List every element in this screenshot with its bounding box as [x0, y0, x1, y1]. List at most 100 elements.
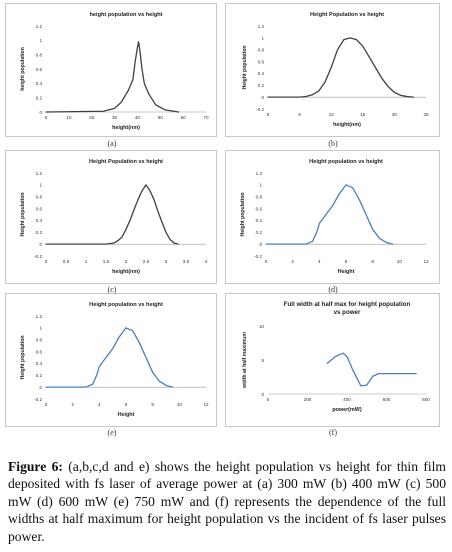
y-axis-label: height population [20, 47, 26, 91]
y-tick-label: 1 [39, 183, 42, 188]
x-tick-label: 2.5 [143, 259, 150, 264]
chart-panel-d: Height population vs height -0.2 0 0.2 0.4 0.… [225, 150, 440, 284]
y-tick-label: 0 [39, 110, 42, 115]
x-tick-label: 1.5 [103, 259, 110, 264]
panel-label-e: (e) [107, 428, 117, 437]
y-tick-label: 0.6 [36, 206, 43, 211]
x-axis-label: Height [338, 269, 355, 275]
x-tick-label: 6 [345, 259, 348, 264]
series-line [326, 352, 417, 387]
y-tick-label: 0 [261, 392, 264, 397]
panel-label-d: (d) [328, 285, 338, 294]
chart-title: Height population vs height [309, 159, 383, 165]
y-tick-label: -0.2 [254, 254, 262, 259]
y-tick-label: 1 [259, 183, 262, 188]
y-tick-label: 1.2 [36, 314, 43, 319]
y-tick-label: -0.2 [256, 107, 264, 112]
x-tick-label: 200 [304, 397, 312, 402]
y-tick-label: 0.4 [256, 218, 263, 223]
x-tick-label: 15 [360, 112, 366, 117]
y-tick-label: -0.2 [34, 397, 42, 402]
chart-panel-f: Full width at half max for height popula… [225, 293, 440, 427]
y-tick-label: 0.2 [36, 230, 43, 235]
x-tick-label: 10 [329, 112, 335, 117]
y-tick-label: 0.4 [36, 81, 43, 86]
x-tick-label: 10 [66, 115, 72, 120]
panel-label-c: (c) [107, 285, 117, 294]
y-tick-label: 0.6 [36, 67, 43, 72]
y-tick-label: 0.8 [258, 48, 265, 53]
chart-svg-b: Height Population vs height-0.200.20.40.… [242, 12, 429, 128]
x-tick-label: 12 [423, 259, 429, 264]
x-tick-label: 25 [423, 112, 429, 117]
caption-text: (a,b,c,d and e) shows the height populat… [8, 459, 446, 544]
chart-title: Full width at half max for height popula… [284, 301, 411, 308]
chart-panel-e: Height population vs height -0.2 0 0.2 0.4 0.… [5, 293, 217, 427]
y-axis-label: width at half maximum [242, 332, 248, 389]
x-tick-label: 0 [267, 397, 270, 402]
x-tick-label: 60 [181, 115, 187, 120]
chart-svg-f: Full width at half max for height popula… [242, 301, 430, 413]
y-tick-label: 10 [259, 324, 265, 329]
y-tick-label: 0.8 [36, 195, 43, 200]
y-tick-label: 0.8 [36, 338, 43, 343]
x-tick-label: 800 [422, 397, 430, 402]
y-tick-label: 1 [39, 38, 42, 43]
x-tick-label: 5 [298, 112, 301, 117]
chart-panel-a: height population vs height 0 0.2 0.4 0.6 0.8… [5, 3, 217, 137]
x-tick-label: 0.5 [63, 259, 70, 264]
y-tick-label: 1.2 [258, 24, 265, 29]
y-tick-label: 1 [261, 36, 264, 41]
panel-label-f: (f) [329, 428, 337, 437]
y-axis-label: Height population [240, 192, 246, 236]
x-tick-label: 400 [343, 397, 351, 402]
x-tick-label: 40 [135, 115, 141, 120]
y-tick-label: 0.8 [256, 195, 263, 200]
y-tick-label: 0.2 [36, 95, 43, 100]
y-tick-label: 1.2 [256, 171, 263, 176]
y-tick-label: 0 [261, 95, 264, 100]
y-axis-label: Height population [20, 335, 26, 379]
chart-svg-d: Height population vs height-0.200.20.40.… [240, 159, 429, 275]
y-tick-label: 0.2 [258, 83, 265, 88]
x-tick-label: 2 [291, 259, 294, 264]
x-axis-label: height(nm) [112, 125, 140, 131]
x-tick-label: 30 [112, 115, 118, 120]
y-axis-label: Height population [242, 45, 248, 89]
figure-caption: Figure 6: (a,b,c,d and e) shows the heig… [8, 458, 446, 545]
series-line [45, 184, 179, 245]
x-tick-label: 3.5 [183, 259, 190, 264]
x-tick-label: 20 [89, 115, 95, 120]
y-tick-label: 0.6 [36, 349, 43, 354]
x-tick-label: 50 [158, 115, 164, 120]
chart-title: Height Population vs height [310, 12, 384, 18]
x-tick-label: 6 [125, 402, 128, 407]
chart-title: vs power [334, 309, 361, 316]
chart-svg-a: height population vs height 0 0.2 0.4 0.6 0.8… [20, 12, 209, 131]
x-tick-label: 10 [177, 402, 183, 407]
x-tick-label: 8 [151, 402, 154, 407]
caption-label: Figure 6: [8, 459, 63, 474]
x-tick-label: 4 [205, 259, 208, 264]
x-tick-label: 0 [45, 259, 48, 264]
chart-title: Height Population vs height [89, 159, 163, 165]
x-tick-label: 600 [383, 397, 391, 402]
x-tick-label: 4 [98, 402, 101, 407]
y-tick-label: 0.8 [36, 52, 43, 57]
x-axis-label: height(nm) [333, 122, 361, 128]
chart-title: height population vs height [89, 12, 162, 18]
x-tick-label: 0 [265, 259, 268, 264]
y-axis-label: Height population [20, 192, 26, 236]
y-tick-label: 0.6 [256, 206, 263, 211]
chart-svg-e: Height population vs height-0.200.20.40.… [20, 302, 209, 418]
chart-svg-c: Height Population vs height-0.200.20.40.… [20, 159, 208, 275]
panel-label-a: (a) [107, 139, 117, 148]
chart-panel-b: Height Population vs height -0.2 0 0.2 0.4 0.… [225, 3, 440, 137]
x-tick-label: 70 [203, 115, 209, 120]
x-axis-label: power(mW) [332, 407, 362, 413]
x-tick-label: 4 [318, 259, 321, 264]
x-tick-label: 10 [397, 259, 403, 264]
y-tick-label: 0.2 [36, 373, 43, 378]
series-line [45, 41, 180, 113]
y-tick-label: 0.4 [36, 218, 43, 223]
